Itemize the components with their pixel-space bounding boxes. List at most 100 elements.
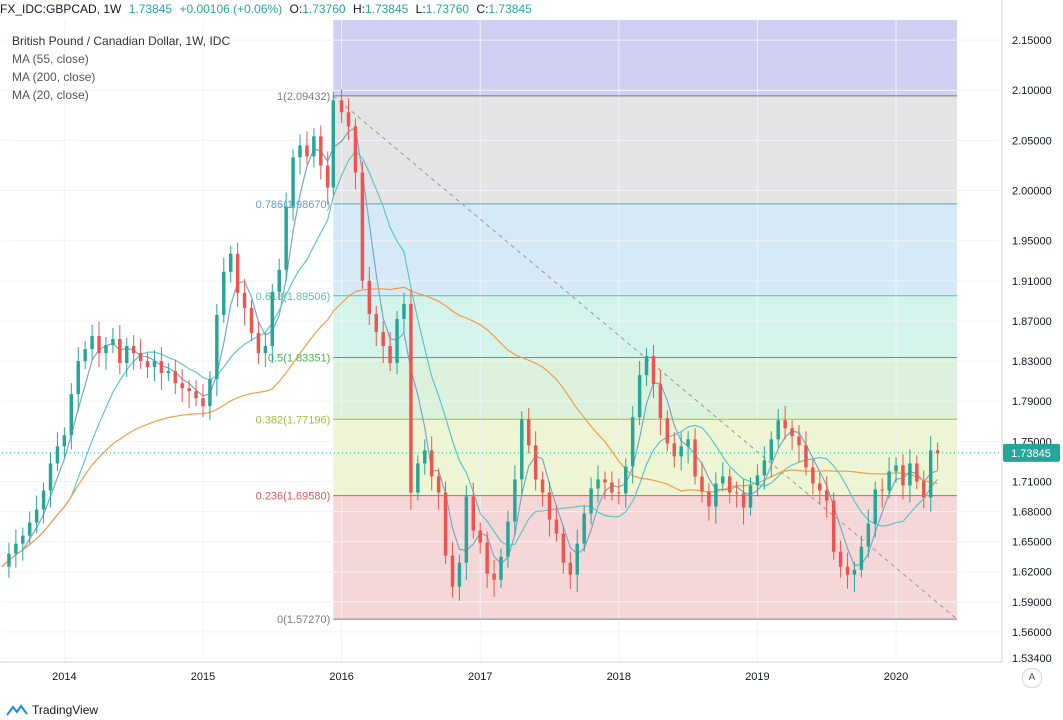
candle-body bbox=[922, 481, 926, 498]
candle-body bbox=[887, 471, 891, 491]
candle-body bbox=[215, 314, 219, 380]
candle-body bbox=[818, 483, 822, 491]
time-tick-label: 2018 bbox=[607, 671, 631, 683]
candle-body bbox=[131, 346, 136, 354]
candle-body bbox=[811, 467, 815, 484]
candle-body bbox=[658, 384, 663, 419]
candle-body bbox=[402, 303, 406, 319]
open-label: O: bbox=[289, 2, 303, 16]
candle-body bbox=[831, 500, 836, 552]
candle-body bbox=[319, 136, 323, 166]
candle-body bbox=[880, 489, 884, 491]
candle-body bbox=[249, 307, 254, 333]
candle-body bbox=[457, 562, 462, 587]
candle-body bbox=[734, 492, 739, 494]
candle-body bbox=[256, 332, 261, 354]
fib-label: 0.618(1.89506) bbox=[256, 291, 331, 303]
candle-body bbox=[568, 562, 573, 575]
candle-body bbox=[277, 269, 281, 292]
candle-body bbox=[62, 435, 67, 447]
candle-body bbox=[416, 463, 420, 493]
candle-body bbox=[41, 490, 46, 510]
brand-label: TradingView bbox=[32, 703, 99, 717]
candle-body bbox=[547, 492, 552, 520]
auto-scale-button[interactable]: A bbox=[1022, 668, 1042, 688]
legend-ma200[interactable]: MA (200, close) bbox=[12, 70, 96, 84]
candle-body bbox=[769, 439, 774, 461]
fib-zone bbox=[333, 295, 958, 358]
candle-body bbox=[69, 394, 74, 436]
symbol-label[interactable]: FX_IDC:GBPCAD, 1W bbox=[0, 2, 122, 16]
candle-body bbox=[395, 318, 399, 364]
candle-body bbox=[180, 383, 184, 389]
candle-body bbox=[298, 145, 302, 158]
candle-body bbox=[208, 379, 212, 407]
candle-body bbox=[700, 476, 704, 492]
candle-body bbox=[797, 436, 801, 446]
candle-body bbox=[526, 419, 531, 446]
candle-body bbox=[423, 450, 427, 464]
candle-body bbox=[554, 519, 559, 534]
price-tick-label: 1.53400 bbox=[1012, 653, 1052, 665]
time-tick-label: 2017 bbox=[468, 671, 492, 683]
candle-body bbox=[852, 569, 857, 575]
candle-body bbox=[326, 165, 330, 188]
legend-ma55[interactable]: MA (55, close) bbox=[12, 52, 89, 66]
high-value: 1.73845 bbox=[364, 2, 409, 16]
candle-body bbox=[679, 446, 683, 457]
candle-body bbox=[409, 303, 413, 493]
fib-zones bbox=[333, 20, 958, 620]
candle-body bbox=[429, 450, 434, 477]
candle-body bbox=[111, 338, 115, 346]
candle-body bbox=[381, 331, 385, 347]
candle-body bbox=[873, 489, 877, 524]
price-tick-label: 1.71000 bbox=[1012, 476, 1052, 488]
candle-body bbox=[263, 346, 268, 354]
candle-body bbox=[513, 479, 517, 522]
candle-body bbox=[14, 543, 18, 554]
candle-body bbox=[55, 446, 60, 464]
price-tick-label: 1.56000 bbox=[1012, 627, 1052, 639]
price-change: +0.00106 (+0.06%) bbox=[179, 2, 283, 16]
candle-body bbox=[104, 345, 108, 354]
price-badge-group: 1.73845 bbox=[2, 443, 1060, 462]
candle-body bbox=[118, 338, 122, 364]
time-tick-label: 2016 bbox=[329, 671, 353, 683]
candle-body bbox=[305, 145, 309, 157]
candle-body bbox=[331, 100, 336, 188]
fib-zone-top bbox=[333, 20, 958, 96]
time-tick-label: 2014 bbox=[52, 671, 76, 683]
candle-body bbox=[145, 361, 150, 368]
candle-body bbox=[935, 450, 940, 454]
ma200-line bbox=[1, 286, 938, 568]
candle-body bbox=[686, 439, 690, 447]
footer-brand: TradingView bbox=[6, 700, 98, 720]
candle-body bbox=[506, 521, 510, 557]
price-tick-label: 1.83000 bbox=[1012, 356, 1052, 368]
price-tick-label: 2.10000 bbox=[1012, 85, 1052, 97]
candle-body bbox=[603, 479, 607, 483]
candles bbox=[7, 89, 940, 601]
legend-ma20[interactable]: MA (20, close) bbox=[12, 88, 89, 102]
candle-body bbox=[714, 483, 718, 507]
chart-legend: British Pound / Canadian Dollar, 1W, IDC… bbox=[12, 32, 230, 104]
last-price: 1.73845 bbox=[128, 2, 173, 16]
price-tick-label: 1.65000 bbox=[1012, 537, 1052, 549]
candle-body bbox=[83, 349, 87, 362]
candle-body bbox=[499, 556, 503, 580]
candle-body bbox=[478, 530, 482, 543]
candle-body bbox=[617, 492, 621, 494]
fib-zone bbox=[333, 203, 958, 296]
candle-body bbox=[464, 496, 469, 563]
candle-body bbox=[291, 157, 295, 207]
candle-body bbox=[166, 371, 171, 374]
candle-body bbox=[582, 513, 586, 544]
candle-body bbox=[138, 353, 143, 362]
candle-body bbox=[755, 475, 760, 486]
candle-body bbox=[596, 479, 600, 489]
low-label: L: bbox=[415, 2, 426, 16]
candle-body bbox=[651, 356, 656, 385]
high-label: H: bbox=[352, 2, 365, 16]
candle-body bbox=[859, 546, 864, 570]
